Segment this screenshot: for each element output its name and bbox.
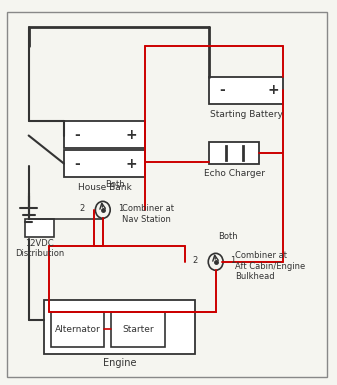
Text: -: - [219,84,225,97]
Text: Both: Both [218,232,238,241]
FancyBboxPatch shape [209,142,259,164]
Text: Starter: Starter [122,325,154,334]
FancyBboxPatch shape [7,12,327,377]
Text: Starting Battery: Starting Battery [210,110,282,119]
Text: 1: 1 [231,256,236,264]
FancyBboxPatch shape [64,150,145,177]
Text: 1: 1 [118,204,123,213]
Text: +: + [126,128,137,142]
Text: House Bank: House Bank [78,183,131,192]
Text: Both: Both [105,180,125,189]
FancyBboxPatch shape [111,312,165,346]
FancyBboxPatch shape [64,121,145,148]
Text: Combiner at
Aft Cabin/Engine
Bulkhead: Combiner at Aft Cabin/Engine Bulkhead [235,251,306,281]
FancyBboxPatch shape [209,77,283,104]
FancyBboxPatch shape [51,312,104,346]
Text: Engine: Engine [103,358,136,368]
Text: Echo Charger: Echo Charger [204,169,265,178]
Text: Alternator: Alternator [55,325,100,334]
Text: +: + [267,84,279,97]
Text: -: - [74,157,81,171]
Text: +: + [126,157,137,171]
FancyBboxPatch shape [25,219,54,237]
Text: 2: 2 [79,204,84,213]
FancyBboxPatch shape [44,300,195,354]
Text: -: - [74,128,81,142]
Text: 2: 2 [192,256,197,264]
Text: 12VDC
Distribution: 12VDC Distribution [15,239,64,258]
Text: Combiner at
Nav Station: Combiner at Nav Station [122,204,175,224]
